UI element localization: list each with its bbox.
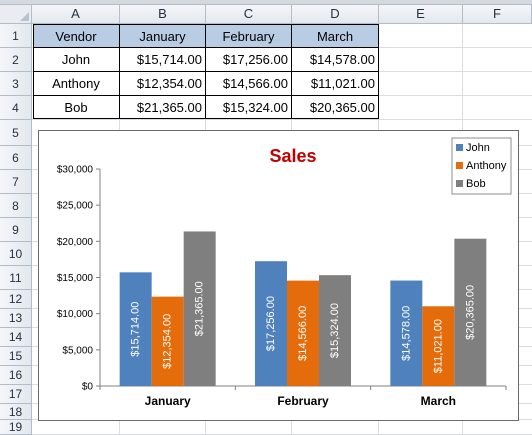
data-label: $20,365.00 [464, 285, 476, 340]
row-header-8[interactable]: 8 [0, 194, 32, 218]
data-label: $21,365.00 [194, 281, 206, 336]
row-header-14[interactable]: 14 [0, 328, 32, 347]
row-header-13[interactable]: 13 [0, 309, 32, 328]
bar-john-february [255, 261, 287, 386]
gridline [32, 119, 532, 120]
legend-label: Bob [466, 178, 486, 190]
data-label: $14,578.00 [400, 306, 412, 361]
legend-label: John [466, 142, 490, 154]
row-header-7[interactable]: 7 [0, 170, 32, 194]
header-cell-vendor[interactable]: Vendor [33, 25, 119, 47]
row-header-9[interactable]: 9 [0, 218, 32, 242]
header-cell-march[interactable]: March [292, 25, 378, 47]
row-header-19[interactable]: 19 [0, 420, 32, 435]
bar-john-march [390, 280, 423, 386]
column-header-f[interactable]: F [463, 5, 532, 24]
formula-bar-edge [0, 0, 532, 5]
legend-swatch-anthony [456, 162, 463, 169]
row-header-11[interactable]: 11 [0, 266, 32, 290]
data-label: $11,021.00 [432, 319, 444, 373]
sales-cell[interactable]: $21,365.00 [136, 100, 202, 115]
row-header-18[interactable]: 18 [0, 404, 32, 420]
select-all-triangle-icon [20, 12, 29, 21]
row-header-2[interactable]: 2 [0, 48, 32, 72]
vendor-cell[interactable]: John [61, 52, 91, 67]
data-label: $12,354.00 [162, 314, 174, 369]
header-cell-january[interactable]: January [120, 25, 205, 47]
legend-swatch-bob [456, 180, 463, 187]
y-tick-label: $0 [82, 382, 94, 393]
data-label: $14,566.00 [297, 306, 309, 361]
bar-john-january [119, 272, 152, 386]
table-border [33, 95, 379, 96]
select-all-corner[interactable] [0, 5, 32, 24]
bar-anthony-january [151, 296, 184, 386]
table-border [33, 47, 379, 48]
row-header-6[interactable]: 6 [0, 146, 32, 170]
row-header-10[interactable]: 10 [0, 242, 32, 266]
y-tick-label: $30,000 [57, 165, 94, 176]
row-header-17[interactable]: 17 [0, 385, 32, 404]
row-header-1[interactable]: 1 [0, 24, 32, 48]
column-header-a[interactable]: A [32, 5, 120, 24]
x-category-label: February [277, 394, 329, 408]
legend-label: Anthony [466, 160, 507, 172]
column-header-d[interactable]: D [292, 5, 379, 24]
y-tick-label: $10,000 [57, 309, 94, 320]
sales-cell[interactable]: $20,365.00 [309, 100, 375, 115]
table-border [33, 71, 379, 72]
column-header-c[interactable]: C [206, 5, 292, 24]
sales-cell[interactable]: $14,566.00 [222, 76, 288, 91]
bar-anthony-february [287, 280, 319, 386]
data-label: $17,256.00 [265, 296, 277, 351]
bar-anthony-march [422, 306, 455, 386]
row-header-5[interactable]: 5 [0, 120, 32, 146]
sales-cell[interactable]: $15,324.00 [222, 100, 288, 115]
x-category-label: January [145, 394, 191, 408]
data-label: $15,714.00 [130, 302, 142, 357]
y-tick-label: $25,000 [57, 201, 94, 212]
data-label: $15,324.00 [329, 303, 341, 358]
sales-cell[interactable]: $14,578.00 [309, 52, 375, 67]
y-tick-label: $5,000 [62, 345, 93, 356]
sales-cell[interactable]: $11,021.00 [310, 76, 375, 91]
row-header-15[interactable]: 15 [0, 347, 32, 366]
sales-chart[interactable]: Sales $0 $5,000 $10,000 $15,000 $20,000 $25,00… [38, 130, 519, 421]
row-header-3[interactable]: 3 [0, 72, 32, 96]
sales-cell[interactable]: $12,354.00 [136, 76, 202, 91]
sales-cell[interactable]: $17,256.00 [222, 52, 288, 67]
chart-title: Sales [269, 146, 316, 166]
header-cell-february[interactable]: February [206, 25, 291, 47]
vendor-cell[interactable]: Bob [64, 100, 88, 115]
bar-bob-february [319, 275, 351, 386]
y-tick-label: $20,000 [57, 237, 94, 248]
bar-bob-january [183, 231, 216, 386]
row-header-12[interactable]: 12 [0, 290, 32, 309]
legend-swatch-john [456, 144, 463, 151]
column-header-e[interactable]: E [379, 5, 463, 24]
vendor-cell[interactable]: Anthony [52, 76, 100, 91]
x-category-label: March [421, 394, 456, 408]
sales-cell[interactable]: $15,714.00 [136, 52, 202, 67]
bar-bob-march [454, 238, 487, 386]
row-header-4[interactable]: 4 [0, 96, 32, 120]
chart-plot: Sales $0 $5,000 $10,000 $15,000 $20,000 $25,00… [57, 137, 512, 408]
column-header-b[interactable]: B [120, 5, 206, 24]
y-tick-label: $15,000 [57, 273, 94, 284]
row-header-16[interactable]: 16 [0, 366, 32, 385]
